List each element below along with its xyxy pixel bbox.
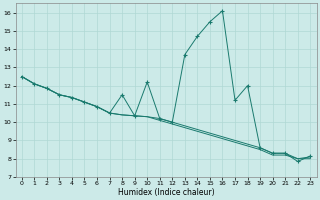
X-axis label: Humidex (Indice chaleur): Humidex (Indice chaleur)	[118, 188, 214, 197]
